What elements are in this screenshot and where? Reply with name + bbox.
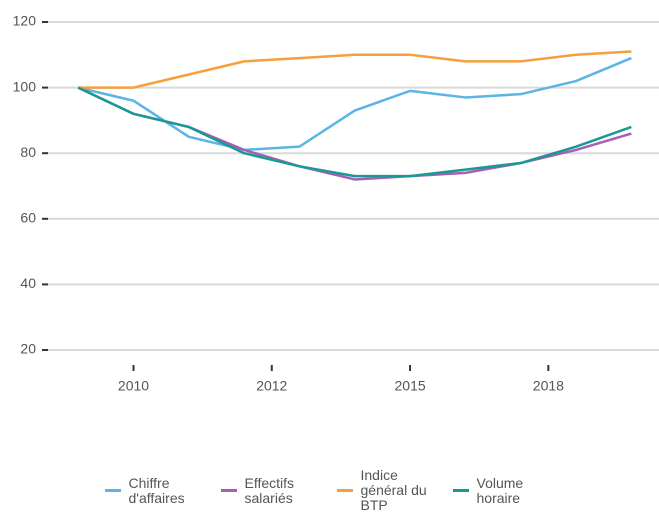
x-tick-label: 2010 bbox=[118, 378, 149, 394]
legend-label: Effectifs salariés bbox=[244, 474, 295, 506]
y-tick-label: 20 bbox=[20, 341, 36, 357]
legend-item: Chiffre d'affaires bbox=[104, 474, 207, 506]
y-tick-label: 60 bbox=[20, 210, 36, 226]
legend-swatch bbox=[220, 489, 237, 492]
y-tick-label: 100 bbox=[13, 78, 37, 94]
y-tick-label: 40 bbox=[20, 275, 36, 291]
legend: Chiffre d'affaires Effectifs salariés Indi… bbox=[0, 468, 659, 513]
legend-label: Indice général du BTP bbox=[360, 467, 427, 513]
legend-item: Indice général du BTP bbox=[336, 467, 439, 513]
x-tick-label: 2015 bbox=[395, 378, 426, 394]
legend-label: Volume horaire bbox=[476, 474, 524, 506]
series-line bbox=[77, 86, 632, 181]
y-tick-label: 120 bbox=[13, 13, 37, 29]
series-line bbox=[77, 56, 632, 152]
y-tick-label: 80 bbox=[20, 144, 36, 160]
legend-swatch bbox=[104, 489, 121, 492]
x-tick-label: 2018 bbox=[533, 378, 564, 394]
legend-item: Volume horaire bbox=[452, 474, 555, 506]
legend-swatch bbox=[336, 489, 353, 492]
series-line bbox=[77, 86, 632, 178]
series-line bbox=[78, 50, 632, 89]
legend-swatch bbox=[452, 489, 469, 492]
legend-item: Effectifs salariés bbox=[220, 474, 323, 506]
x-tick-label: 2012 bbox=[256, 378, 287, 394]
legend-label: Chiffre d'affaires bbox=[128, 474, 185, 506]
